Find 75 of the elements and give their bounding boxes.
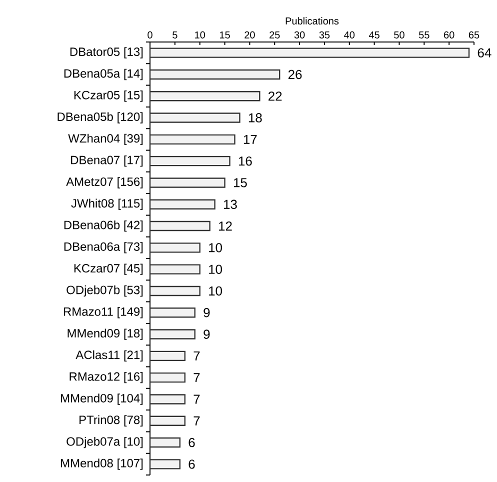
data-label: 10 xyxy=(209,243,222,252)
x-tick-label: 50 xyxy=(394,31,404,38)
y-tick-label: MMend08 [107] xyxy=(61,458,143,470)
x-tick-label: 45 xyxy=(368,31,380,38)
x-tick-label: 65 xyxy=(468,31,480,38)
x-tick-label: 25 xyxy=(270,31,280,38)
y-tick-label: DBena06a [73] xyxy=(64,242,143,254)
y-tick-label: AClas11 [21] xyxy=(76,350,143,362)
data-label: 18 xyxy=(248,113,262,122)
y-tick-label: KCzar07 [45] xyxy=(74,264,143,275)
bar xyxy=(149,178,226,188)
bar xyxy=(149,264,200,274)
bar xyxy=(149,112,240,123)
data-label: 6 xyxy=(188,438,195,448)
data-label: 6 xyxy=(188,460,195,469)
x-tick-label: 0 xyxy=(148,31,152,38)
data-label: 7 xyxy=(194,416,200,426)
data-label: 10 xyxy=(209,286,222,296)
x-tick-label: 60 xyxy=(444,31,454,38)
bar xyxy=(149,394,186,404)
y-tick-label: DBena05b [120] xyxy=(58,112,143,124)
data-label: 17 xyxy=(244,134,257,144)
data-label: 7 xyxy=(194,351,200,360)
y-tick-label: RMazo12 [16] xyxy=(70,372,143,384)
y-tick-label: JWhit08 [115] xyxy=(71,198,143,210)
y-tick-label: DBena07 [17] xyxy=(71,155,143,167)
data-label: 7 xyxy=(194,394,200,404)
x-tick-label: 55 xyxy=(419,31,430,38)
x-tick-label: 10 xyxy=(195,31,206,38)
y-tick-label: PTrin08 [78] xyxy=(80,415,143,426)
bar xyxy=(149,372,186,383)
bar xyxy=(149,156,230,166)
bar xyxy=(149,350,186,362)
data-label: 12 xyxy=(219,221,232,231)
x-tick-label: 15 xyxy=(220,31,230,38)
data-label: 16 xyxy=(238,156,252,166)
data-label: 9 xyxy=(204,330,210,339)
x-tick-label: 20 xyxy=(244,31,255,38)
data-label: 13 xyxy=(224,200,237,209)
data-label: 26 xyxy=(288,70,302,80)
bar xyxy=(149,286,200,296)
x-tick-label: 5 xyxy=(172,31,178,38)
bar xyxy=(149,134,236,145)
data-label: 15 xyxy=(234,178,247,188)
x-tick-label: 35 xyxy=(319,31,330,38)
y-tick-label: RMazo11 [149] xyxy=(64,307,143,318)
y-tick-label: ODjeb07a [10] xyxy=(66,436,143,448)
bar xyxy=(149,199,216,210)
y-tick-label: ODjeb07b [53] xyxy=(66,285,143,297)
y-tick-label: AMetz07 [156] xyxy=(66,177,143,188)
bar xyxy=(149,329,196,340)
bar xyxy=(149,437,181,448)
data-label: 9 xyxy=(204,308,210,318)
data-label: 10 xyxy=(209,264,222,274)
x-axis-title: Publications xyxy=(286,17,339,25)
bar xyxy=(149,308,196,318)
y-tick-label: DBator05 [13] xyxy=(70,47,143,58)
y-tick-label: KCzar05 [15] xyxy=(74,90,143,102)
data-label: 22 xyxy=(268,92,282,101)
y-tick-label: DBena06b [42] xyxy=(64,220,143,232)
y-tick-label: WZhan04 [39] xyxy=(68,134,143,146)
data-label: 7 xyxy=(194,373,200,382)
bar xyxy=(149,69,280,80)
x-tick-label: 40 xyxy=(344,31,355,38)
y-tick-label: MMend09 [18] xyxy=(68,328,143,340)
data-label: 64 xyxy=(478,48,492,58)
y-tick-label: DBena05a [14] xyxy=(64,68,143,80)
bar xyxy=(149,220,210,232)
bar xyxy=(149,242,200,253)
bar xyxy=(149,48,470,58)
x-tick-label: 30 xyxy=(294,31,305,38)
bar xyxy=(149,459,181,470)
bar xyxy=(149,416,186,426)
bar xyxy=(149,91,260,102)
y-tick-label: MMend09 [104] xyxy=(61,394,143,405)
